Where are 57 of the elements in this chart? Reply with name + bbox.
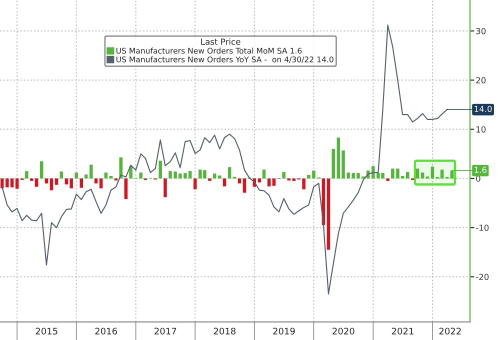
bar	[193, 178, 197, 190]
bar	[50, 178, 54, 190]
bar	[15, 178, 19, 189]
annotation: 14.0	[474, 106, 492, 112]
bar	[238, 178, 242, 184]
x-tick-label: 2020	[332, 328, 354, 335]
bar	[440, 170, 444, 178]
bar	[218, 175, 222, 178]
bar	[40, 161, 44, 178]
bar	[208, 178, 212, 181]
bar	[420, 172, 424, 178]
bar	[262, 170, 266, 178]
bar	[104, 172, 108, 178]
bar	[272, 178, 276, 186]
bar	[74, 172, 78, 178]
bar	[54, 178, 58, 185]
bar	[406, 172, 410, 178]
bar	[282, 172, 286, 178]
bar	[416, 168, 420, 178]
x-tick-label: 2016	[95, 328, 118, 335]
y-tick-label: 10	[476, 126, 486, 133]
annotation: 1.6	[474, 166, 486, 173]
x-tick-label: 2022	[439, 328, 461, 335]
bar	[44, 178, 48, 184]
bar	[60, 172, 64, 178]
x-tick-label: 2015	[36, 328, 58, 335]
x-tick-label: 2019	[273, 328, 295, 335]
bar	[90, 164, 93, 178]
bar	[258, 178, 262, 182]
bar	[242, 178, 246, 193]
y-tick-label: -10	[476, 224, 489, 231]
bar	[94, 178, 98, 184]
bar	[430, 166, 434, 178]
bar	[326, 178, 330, 250]
bar	[164, 178, 167, 198]
bar	[212, 174, 216, 178]
bar	[222, 178, 226, 186]
y-tick-label: -20	[476, 274, 489, 280]
bar	[332, 148, 335, 178]
bar	[25, 171, 28, 178]
bar	[228, 167, 232, 178]
bar	[124, 178, 128, 200]
x-tick-label: 2021	[392, 328, 414, 335]
y-tick-label: 20	[476, 77, 486, 84]
bar	[84, 174, 88, 178]
bar	[99, 178, 103, 188]
x-tick-label: 2017	[154, 328, 176, 335]
bar	[386, 178, 390, 181]
line-series	[2, 24, 448, 295]
bar	[80, 178, 84, 188]
bar	[267, 178, 271, 186]
legend-title: Last Price	[201, 38, 240, 45]
y-tick-label: 30	[476, 28, 486, 34]
bar	[109, 176, 113, 178]
x-tick-label: 2018	[214, 328, 236, 335]
bar	[158, 160, 162, 178]
bar	[119, 157, 122, 178]
